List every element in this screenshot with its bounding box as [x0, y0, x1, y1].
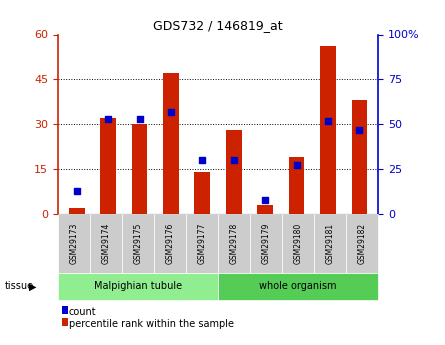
Text: ▶: ▶ — [29, 282, 36, 291]
Text: whole organism: whole organism — [259, 282, 337, 291]
Text: count: count — [69, 307, 97, 317]
Bar — [352, 100, 367, 214]
Bar — [257, 205, 273, 214]
Text: GSM29182: GSM29182 — [358, 223, 367, 264]
Title: GDS732 / 146819_at: GDS732 / 146819_at — [153, 19, 283, 32]
Text: GSM29179: GSM29179 — [262, 223, 271, 264]
Bar — [100, 118, 116, 214]
Point — [167, 109, 174, 115]
Bar — [320, 47, 336, 214]
Text: GSM29178: GSM29178 — [230, 223, 239, 264]
Point — [105, 116, 112, 121]
Point — [73, 188, 80, 193]
Point — [199, 157, 206, 163]
Bar — [194, 172, 210, 214]
Point — [136, 116, 143, 121]
Text: Malpighian tubule: Malpighian tubule — [94, 282, 182, 291]
Bar — [163, 73, 179, 214]
Bar — [69, 208, 85, 214]
Text: GSM29180: GSM29180 — [294, 223, 303, 264]
Text: GSM29176: GSM29176 — [166, 223, 174, 264]
Point — [293, 163, 300, 168]
Text: GSM29181: GSM29181 — [326, 223, 335, 264]
Text: GSM29175: GSM29175 — [134, 223, 142, 264]
Bar — [226, 130, 242, 214]
Point — [262, 197, 269, 202]
Text: percentile rank within the sample: percentile rank within the sample — [69, 319, 234, 329]
Point — [230, 157, 237, 163]
Bar — [132, 124, 147, 214]
Text: GSM29177: GSM29177 — [198, 223, 206, 264]
Text: tissue: tissue — [4, 282, 33, 291]
Point — [324, 118, 332, 124]
Text: GSM29174: GSM29174 — [101, 223, 110, 264]
Point — [356, 127, 363, 132]
Text: GSM29173: GSM29173 — [69, 223, 78, 264]
Bar — [289, 157, 304, 214]
